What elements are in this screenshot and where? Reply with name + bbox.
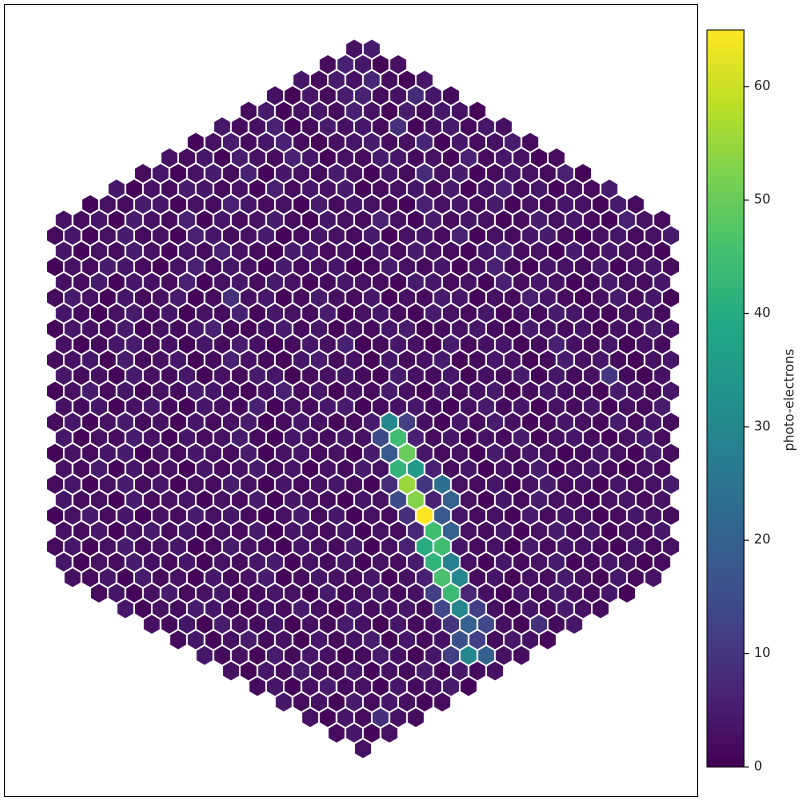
colorbar-tick-label: 0 bbox=[754, 760, 762, 775]
pixel bbox=[62, 566, 83, 589]
pixel bbox=[406, 706, 426, 729]
colorbar-tick-label: 40 bbox=[754, 306, 771, 321]
pixel bbox=[564, 613, 584, 636]
pixel bbox=[274, 690, 294, 714]
colorbar-tick-label: 60 bbox=[754, 79, 771, 94]
pixel bbox=[168, 628, 188, 652]
pixel bbox=[643, 566, 664, 589]
colorbar-tick-label: 50 bbox=[754, 193, 771, 208]
pixel bbox=[353, 737, 373, 761]
pixel bbox=[326, 721, 347, 745]
pixel bbox=[458, 675, 479, 698]
camera bbox=[45, 37, 681, 761]
pixel bbox=[617, 581, 637, 605]
pixel bbox=[379, 721, 400, 745]
colorbar-tick-label: 20 bbox=[754, 533, 771, 548]
pixel bbox=[195, 644, 215, 667]
pixel bbox=[590, 597, 611, 621]
pixel bbox=[432, 690, 452, 714]
pixel bbox=[89, 581, 109, 605]
colorbar-label: photo-electrons bbox=[783, 349, 798, 452]
pixel bbox=[511, 644, 532, 667]
pixel bbox=[538, 628, 558, 652]
pixel bbox=[247, 675, 268, 698]
pixel bbox=[300, 706, 320, 729]
colorbar-tick-label: 10 bbox=[754, 646, 771, 661]
pixel bbox=[115, 597, 135, 621]
pixel bbox=[485, 659, 505, 683]
colorbar-axis: 0 10 20 30 40 50 60 bbox=[744, 79, 771, 775]
colorbar-tick-label: 30 bbox=[754, 419, 771, 434]
pixel bbox=[221, 659, 241, 683]
pixel bbox=[142, 613, 162, 636]
colorbar bbox=[706, 29, 745, 768]
